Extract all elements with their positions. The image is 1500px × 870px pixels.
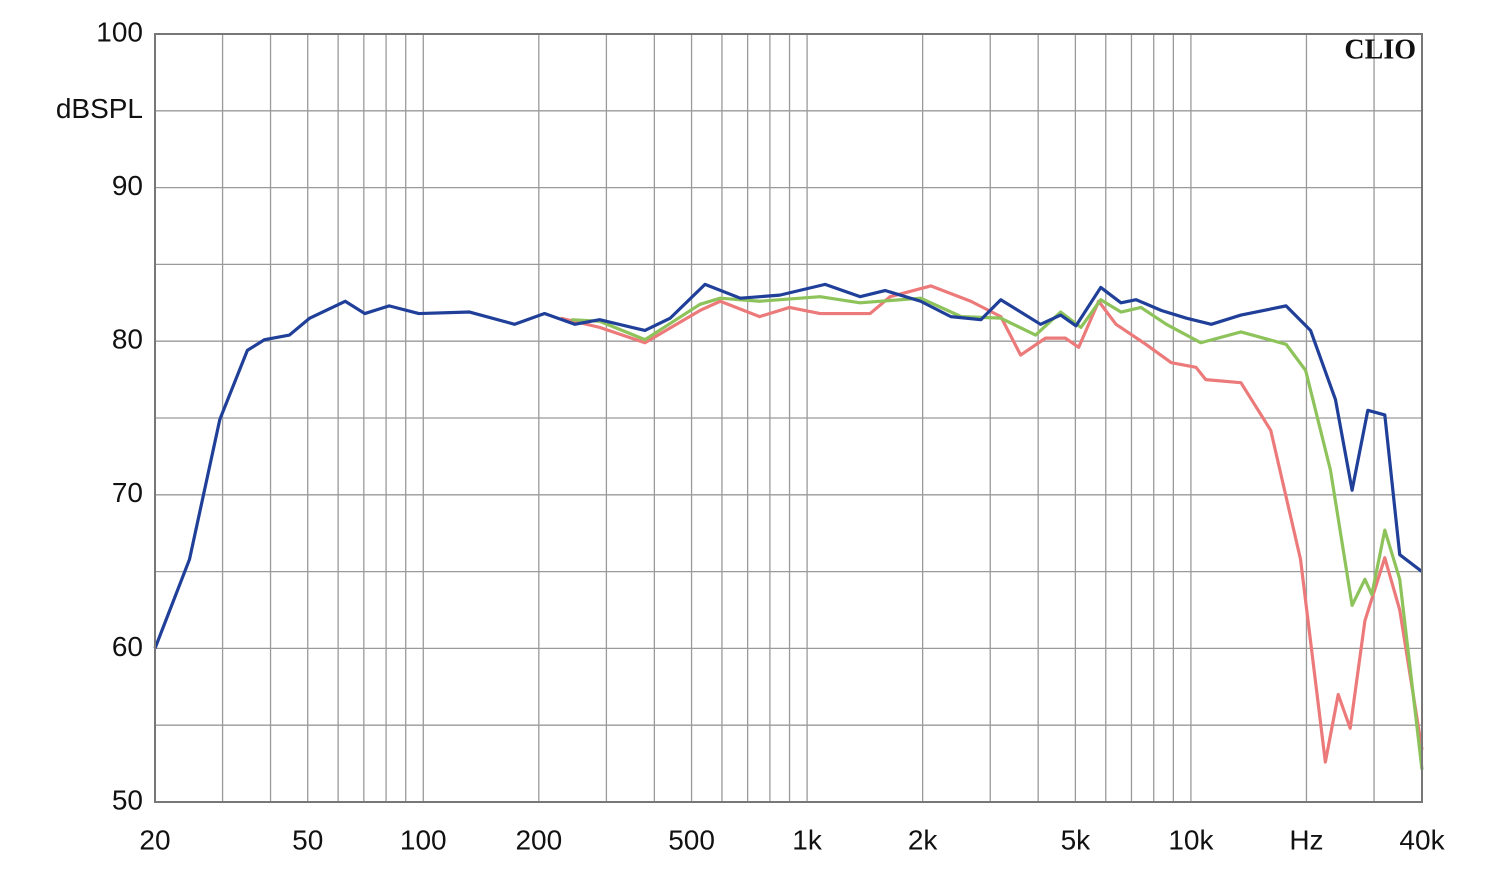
x-tick-label: 5k bbox=[1061, 824, 1092, 855]
x-tick-label: 50 bbox=[292, 824, 323, 855]
x-tick-label: Hz bbox=[1289, 824, 1323, 855]
y-tick-label: 70 bbox=[112, 477, 143, 508]
response-line bbox=[153, 282, 1423, 649]
x-tick-label: 20 bbox=[139, 824, 170, 855]
y-tick-label: 80 bbox=[112, 324, 143, 355]
brand-label: CLIO bbox=[1344, 34, 1416, 65]
response-line bbox=[560, 284, 1424, 764]
x-tick-label: 100 bbox=[400, 824, 447, 855]
plot-frame bbox=[154, 33, 1423, 803]
y-tick-label: 60 bbox=[112, 631, 143, 662]
y-tick-label: 50 bbox=[112, 784, 143, 815]
x-tick-label: 1k bbox=[792, 824, 823, 855]
plot-lines bbox=[153, 282, 1424, 770]
x-tick-label: 40k bbox=[1399, 824, 1445, 855]
x-tick-label: 2k bbox=[908, 824, 939, 855]
grid bbox=[154, 33, 1423, 803]
y-tick-label: dBSPL bbox=[56, 93, 143, 124]
response-line bbox=[571, 295, 1424, 770]
x-tick-label: 200 bbox=[515, 824, 562, 855]
y-tick-label: 90 bbox=[112, 170, 143, 201]
x-tick-label: 10k bbox=[1168, 824, 1214, 855]
y-tick-label: 100 bbox=[96, 16, 143, 47]
x-tick-label: 500 bbox=[668, 824, 715, 855]
